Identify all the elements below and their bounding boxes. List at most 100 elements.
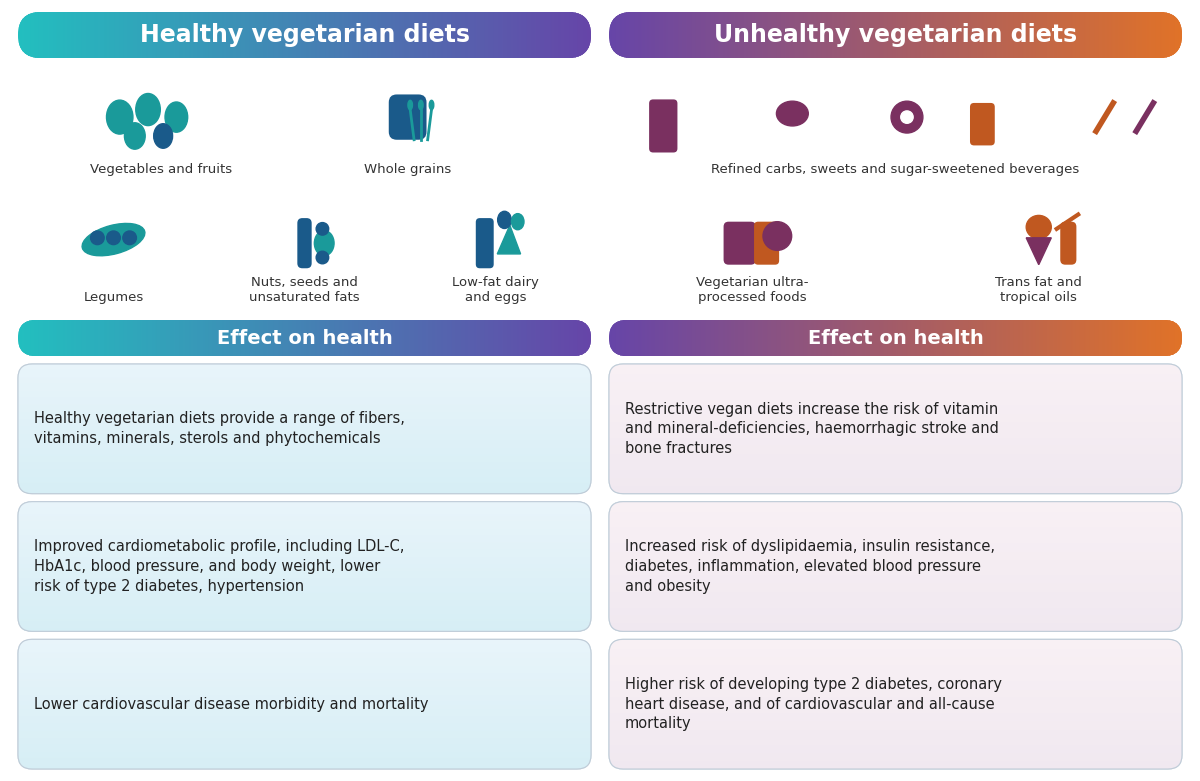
Bar <box>396 320 398 356</box>
Bar <box>50 320 53 356</box>
Bar <box>691 12 694 58</box>
Bar <box>1057 320 1060 356</box>
Bar <box>800 12 803 58</box>
Bar <box>1122 320 1124 356</box>
Bar <box>650 12 653 58</box>
Bar <box>610 752 1182 754</box>
Bar <box>18 475 592 477</box>
Bar <box>566 320 569 356</box>
Bar <box>1007 12 1009 58</box>
Bar <box>360 12 362 58</box>
Bar <box>761 320 763 356</box>
Bar <box>18 503 592 505</box>
Bar <box>422 320 425 356</box>
Ellipse shape <box>419 100 424 110</box>
Bar <box>18 440 592 442</box>
Bar <box>610 437 1182 439</box>
Bar <box>18 732 592 734</box>
Bar <box>1044 320 1046 356</box>
Bar <box>610 526 1182 528</box>
Bar <box>899 12 901 58</box>
Bar <box>570 320 572 356</box>
Bar <box>1030 320 1032 356</box>
Bar <box>997 320 1000 356</box>
Bar <box>610 464 1182 466</box>
Bar <box>385 320 388 356</box>
Bar <box>78 12 80 58</box>
Bar <box>18 433 592 435</box>
Bar <box>1036 320 1038 356</box>
Bar <box>610 526 1182 529</box>
Bar <box>329 320 331 356</box>
Bar <box>18 446 592 448</box>
Bar <box>610 646 1182 648</box>
Bar <box>1180 320 1182 356</box>
Bar <box>792 320 794 356</box>
Bar <box>610 587 1182 589</box>
Bar <box>18 491 592 494</box>
Bar <box>610 507 1182 509</box>
Bar <box>610 385 1182 387</box>
Bar <box>18 462 592 464</box>
Bar <box>610 608 1182 611</box>
Bar <box>610 581 1182 583</box>
Bar <box>521 12 523 58</box>
Bar <box>754 12 756 58</box>
Bar <box>112 12 114 58</box>
Bar <box>430 320 432 356</box>
Bar <box>442 12 444 58</box>
Bar <box>523 12 526 58</box>
Bar <box>18 645 592 647</box>
Bar <box>581 320 583 356</box>
Bar <box>996 320 998 356</box>
Bar <box>440 12 443 58</box>
Bar <box>906 320 908 356</box>
Bar <box>179 320 181 356</box>
Bar <box>1084 12 1086 58</box>
Bar <box>37 12 40 58</box>
Bar <box>404 12 407 58</box>
Bar <box>18 530 592 533</box>
Bar <box>610 747 1182 750</box>
Bar <box>18 646 592 648</box>
Bar <box>515 320 517 356</box>
Bar <box>610 550 1182 552</box>
Bar <box>842 12 845 58</box>
Bar <box>911 12 913 58</box>
Bar <box>439 12 442 58</box>
Bar <box>1021 12 1024 58</box>
Bar <box>323 12 325 58</box>
Bar <box>773 320 775 356</box>
Bar <box>449 12 451 58</box>
Bar <box>1146 12 1148 58</box>
Bar <box>966 12 968 58</box>
Bar <box>65 12 67 58</box>
Bar <box>474 320 476 356</box>
Bar <box>610 387 1182 390</box>
Bar <box>733 320 736 356</box>
Bar <box>509 320 511 356</box>
Bar <box>74 320 77 356</box>
Bar <box>329 12 331 58</box>
Bar <box>1070 320 1073 356</box>
Bar <box>610 429 1182 431</box>
Bar <box>1121 320 1123 356</box>
Bar <box>965 12 967 58</box>
Bar <box>610 706 1182 708</box>
Bar <box>718 12 720 58</box>
Bar <box>331 12 334 58</box>
Bar <box>18 473 592 476</box>
Bar <box>610 610 1182 612</box>
Bar <box>610 446 1182 448</box>
Bar <box>518 12 521 58</box>
Bar <box>18 736 592 738</box>
Bar <box>610 590 1182 593</box>
Bar <box>610 538 1182 540</box>
Bar <box>610 665 1182 668</box>
Bar <box>430 12 432 58</box>
Bar <box>18 642 592 644</box>
Bar <box>18 626 592 629</box>
Bar <box>18 468 592 470</box>
Bar <box>888 12 890 58</box>
Bar <box>167 320 169 356</box>
